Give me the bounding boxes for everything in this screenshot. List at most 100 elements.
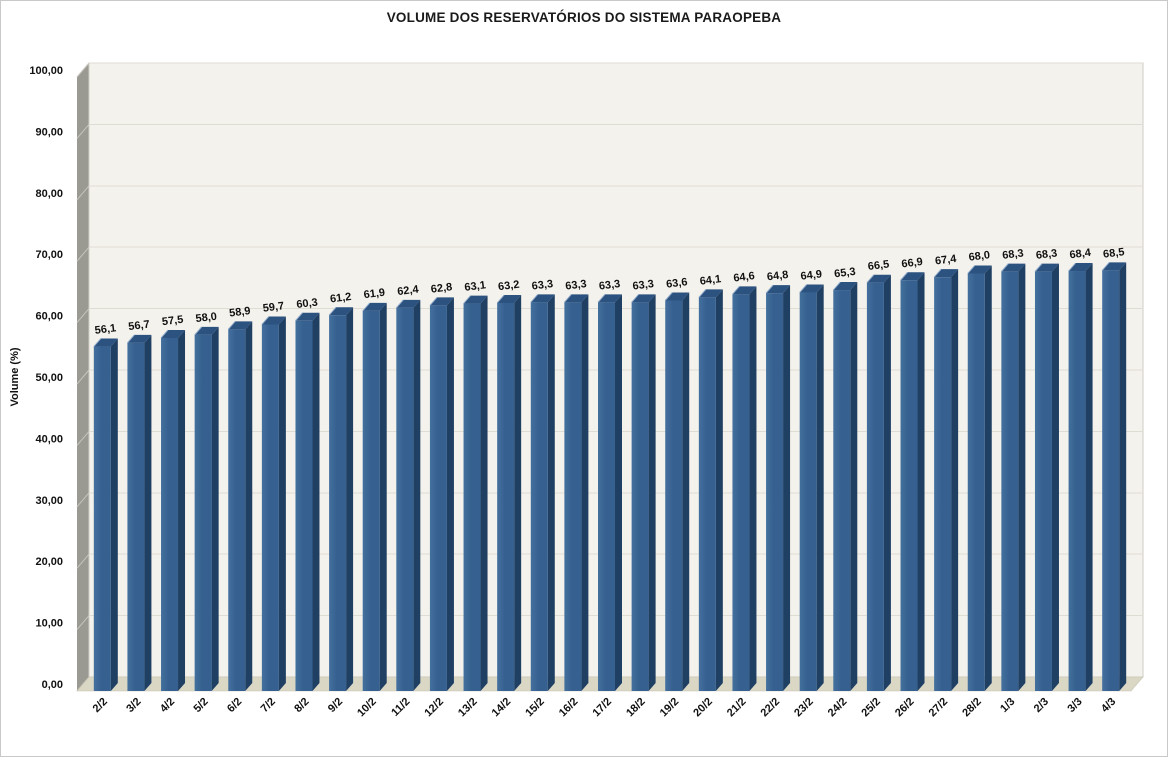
- wall-tick: [76, 124, 90, 139]
- y-tick-label: 90,00: [35, 126, 63, 138]
- bar: [295, 312, 320, 691]
- bar-value-label: 56,7: [128, 319, 151, 334]
- y-tick-label: 50,00: [35, 372, 63, 384]
- bar-value-label: 63,3: [531, 278, 554, 293]
- bar: [227, 321, 253, 691]
- bar-value-label: 68,4: [1069, 247, 1093, 262]
- bar: [530, 294, 555, 691]
- x-tick-label: 14/2: [490, 696, 514, 720]
- wall-tick: [76, 369, 90, 385]
- x-tick-label: 2/3: [1032, 696, 1051, 715]
- bar: [900, 271, 925, 691]
- bar-value-label: 62,4: [397, 284, 421, 299]
- bar-value-label: 68,3: [1035, 247, 1058, 262]
- bar-value-label: 66,5: [867, 258, 890, 273]
- x-tick-label: 12/2: [422, 696, 446, 720]
- bar-value-label: 61,2: [329, 291, 352, 306]
- y-tick-label: 100,00: [29, 65, 63, 77]
- bar: [429, 297, 454, 691]
- y-tick-label: 70,00: [35, 249, 63, 261]
- bar-value-label: 62,8: [430, 281, 453, 296]
- bar: [362, 302, 387, 691]
- x-tick-label: 2/2: [91, 696, 110, 715]
- bar: [127, 334, 152, 691]
- x-tick-label: 27/2: [927, 696, 951, 720]
- wall-tick: [76, 492, 90, 508]
- bar: [328, 306, 354, 691]
- x-tick-label: 28/2: [960, 696, 984, 720]
- wall-tick: [76, 62, 90, 78]
- x-tick-label: 8/2: [292, 696, 311, 715]
- bar-value-label: 59,7: [262, 300, 285, 315]
- bar: [866, 274, 891, 691]
- bar: [1068, 262, 1093, 691]
- bar: [597, 294, 622, 691]
- bar-value-label: 63,2: [497, 279, 520, 294]
- bar: [631, 294, 656, 691]
- x-tick-label: 3/3: [1065, 696, 1084, 715]
- bar: [160, 329, 186, 691]
- x-tick-label: 13/2: [456, 696, 480, 720]
- y-tick-label: 80,00: [35, 188, 63, 200]
- x-tick-label: 19/2: [658, 696, 682, 720]
- bar-value-label: 58,9: [229, 305, 252, 320]
- bar: [933, 268, 959, 691]
- bar-value-label: 65,3: [834, 266, 857, 281]
- bar-value-label: 64,9: [800, 268, 823, 283]
- x-tick-label: 4/2: [158, 696, 177, 715]
- x-tick-label: 22/2: [759, 696, 783, 720]
- x-tick-label: 5/2: [191, 696, 210, 715]
- x-tick-label: 18/2: [624, 696, 648, 720]
- wall-tick: [76, 553, 90, 569]
- chart-title: VOLUME DOS RESERVATÓRIOS DO SISTEMA PARA…: [386, 10, 782, 25]
- y-tick-label: 40,00: [35, 433, 63, 445]
- y-tick-label: 30,00: [35, 495, 63, 507]
- x-tick-label: 21/2: [725, 696, 749, 720]
- bar-value-label: 64,6: [733, 270, 756, 285]
- bar-value-label: 66,9: [901, 256, 924, 271]
- bar-value-label: 63,3: [632, 278, 655, 293]
- x-tick-label: 1/3: [998, 696, 1017, 715]
- bar-value-label: 67,4: [934, 253, 958, 268]
- bar-value-label: 68,5: [1102, 246, 1125, 261]
- bar: [698, 289, 723, 691]
- bar-value-label: 63,1: [464, 279, 487, 294]
- x-tick-label: 15/2: [523, 696, 547, 720]
- bar-value-label: 58,0: [195, 311, 218, 326]
- y-tick-label: 0,00: [42, 679, 63, 691]
- bar-value-label: 60,3: [296, 297, 319, 312]
- x-tick-label: 7/2: [259, 696, 278, 715]
- x-tick-label: 20/2: [691, 696, 715, 720]
- bar-value-label: 57,5: [161, 314, 184, 329]
- x-tick-label: 16/2: [557, 696, 581, 720]
- x-tick-label: 6/2: [225, 696, 244, 715]
- bar: [261, 316, 286, 691]
- bar: [1101, 262, 1127, 691]
- bar-value-label: 63,3: [565, 278, 588, 293]
- y-tick-label: 10,00: [35, 618, 63, 630]
- bar-value-label: 68,3: [1002, 247, 1025, 262]
- bar: [1034, 263, 1059, 691]
- bar-value-label: 63,3: [598, 278, 621, 293]
- bar-value-label: 64,1: [699, 273, 722, 288]
- y-tick-label: 20,00: [35, 556, 63, 568]
- bar-value-label: 56,1: [94, 322, 117, 337]
- bar: [496, 294, 522, 691]
- x-tick-label: 4/3: [1099, 696, 1118, 715]
- bar-value-label: 61,9: [363, 287, 386, 302]
- bar: [194, 326, 219, 691]
- bar-value-label: 64,8: [766, 269, 789, 284]
- x-tick-label: 10/2: [355, 696, 379, 720]
- bar: [967, 265, 992, 691]
- y-tick-label: 60,00: [35, 311, 63, 323]
- wall-tick: [76, 185, 90, 201]
- wall-tick: [76, 308, 90, 323]
- bar: [799, 284, 824, 691]
- bar: [1000, 263, 1026, 691]
- bar: [664, 292, 690, 691]
- x-tick-label: 9/2: [326, 696, 345, 715]
- wall-tick: [76, 615, 90, 630]
- wall-tick: [76, 246, 90, 262]
